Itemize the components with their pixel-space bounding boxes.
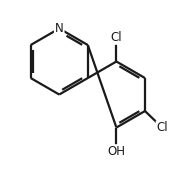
- Text: OH: OH: [107, 145, 125, 158]
- Text: Cl: Cl: [111, 31, 122, 44]
- Text: N: N: [55, 22, 64, 35]
- Text: Cl: Cl: [156, 121, 168, 134]
